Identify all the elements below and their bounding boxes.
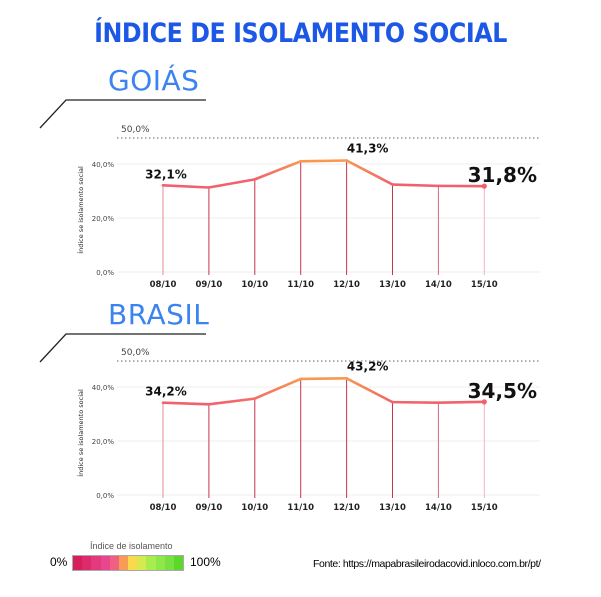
chart-goias: 0,0% 20,0% 40,0% 50,0% Índice se isolamento … bbox=[76, 125, 540, 290]
data-label-last: 34,5% bbox=[468, 379, 537, 403]
legend-swatch bbox=[82, 556, 92, 570]
line-segment bbox=[437, 400, 486, 404]
data-label-last: 31,8% bbox=[468, 163, 537, 187]
line-segment bbox=[299, 377, 348, 381]
x-tick-label: 11/10 bbox=[287, 280, 314, 290]
x-tick-label: 12/10 bbox=[333, 280, 360, 290]
line-segment bbox=[253, 377, 303, 400]
y-tick-label: 20,0% bbox=[92, 215, 115, 223]
legend-swatch bbox=[164, 556, 174, 570]
x-tick-label: 13/10 bbox=[379, 503, 406, 513]
y-tick-label: 20,0% bbox=[92, 438, 115, 446]
y-tick-label-max: 50,0% bbox=[121, 348, 150, 358]
line-segment bbox=[391, 183, 440, 188]
last-point-marker bbox=[481, 399, 487, 405]
y-tick-label: 40,0% bbox=[92, 161, 115, 169]
line-segment bbox=[345, 159, 394, 186]
legend-swatch bbox=[118, 556, 129, 570]
brasil-header-line bbox=[39, 333, 206, 363]
legend-swatch bbox=[146, 556, 156, 570]
chart-brasil: 0,0% 20,0% 40,0% 50,0% Índice se isolamento … bbox=[76, 348, 540, 513]
legend-min: 0% bbox=[50, 555, 68, 569]
data-label-first: 32,1% bbox=[145, 167, 187, 181]
x-tick-label: 08/10 bbox=[150, 280, 177, 290]
region-title-brasil: BRASIL bbox=[108, 298, 210, 331]
y-axis-title: Índice se isolamento social bbox=[76, 389, 85, 477]
legend-swatch bbox=[100, 556, 110, 570]
x-tick-label: 13/10 bbox=[379, 280, 406, 290]
line-segment bbox=[207, 397, 257, 406]
data-label-peak: 43,2% bbox=[347, 359, 389, 373]
x-tick-label: 11/10 bbox=[287, 503, 314, 513]
x-tick-label: 14/10 bbox=[425, 280, 452, 290]
legend-swatch bbox=[128, 556, 138, 570]
y-axis-title: Índice se isolamento social bbox=[76, 166, 85, 254]
x-tick-label: 09/10 bbox=[196, 280, 223, 290]
legend-swatch bbox=[109, 556, 119, 570]
x-tick-label: 08/10 bbox=[150, 503, 177, 513]
y-tick-label: 40,0% bbox=[92, 384, 115, 392]
line-segment bbox=[345, 377, 394, 404]
line-segment bbox=[161, 184, 211, 189]
x-tick-label: 15/10 bbox=[471, 503, 498, 513]
data-label-peak: 41,3% bbox=[347, 141, 389, 155]
y-tick-label-max: 50,0% bbox=[121, 125, 150, 135]
x-tick-label: 15/10 bbox=[471, 280, 498, 290]
line-segment bbox=[299, 159, 348, 163]
line-segment bbox=[391, 400, 440, 404]
y-tick-label: 0,0% bbox=[96, 269, 114, 277]
legend-swatch bbox=[137, 556, 147, 570]
goias-header-line bbox=[39, 99, 206, 129]
source-text: Fonte: https://mapabrasileirodacovid.inl… bbox=[313, 558, 541, 570]
legend-title: Índice de isolamento bbox=[90, 541, 173, 551]
legend-swatch bbox=[91, 556, 101, 570]
x-tick-label: 10/10 bbox=[241, 503, 268, 513]
line-segment bbox=[207, 178, 257, 189]
data-label-first: 34,2% bbox=[145, 385, 187, 399]
line-segment bbox=[253, 159, 303, 181]
last-point-marker bbox=[481, 183, 487, 189]
legend-max: 100% bbox=[190, 555, 221, 569]
legend-swatch bbox=[155, 556, 165, 570]
x-tick-label: 09/10 bbox=[196, 503, 223, 513]
region-title-goias: GOIÁS bbox=[108, 64, 200, 97]
legend-swatch bbox=[73, 556, 83, 570]
x-tick-label: 10/10 bbox=[241, 280, 268, 290]
line-segment bbox=[161, 401, 211, 406]
x-tick-label: 14/10 bbox=[425, 503, 452, 513]
x-tick-label: 12/10 bbox=[333, 503, 360, 513]
legend-swatch bbox=[173, 556, 184, 570]
legend-color-bar bbox=[72, 555, 184, 571]
page-title: ÍNDICE DE ISOLAMENTO SOCIAL bbox=[94, 18, 507, 49]
y-tick-label: 0,0% bbox=[96, 492, 114, 500]
